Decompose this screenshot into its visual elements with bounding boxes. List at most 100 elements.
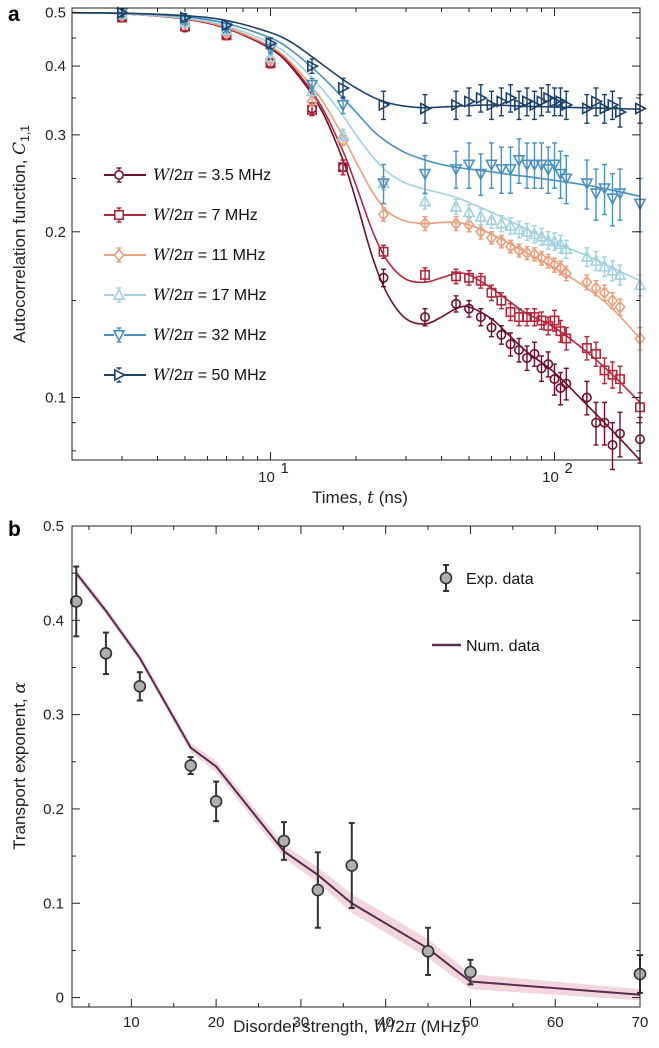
legend-marker-bg [114, 210, 124, 220]
data-marker [599, 417, 610, 428]
x-tick-exponent: 2 [565, 460, 573, 477]
xlabel-var: W [373, 1017, 392, 1037]
data-point [613, 188, 627, 201]
data-point [485, 212, 498, 226]
data-point [378, 98, 391, 112]
legend-label: Num. data [466, 638, 540, 655]
panel-a-letter: a [8, 3, 20, 26]
data-marker [504, 218, 517, 231]
data-marker [495, 234, 508, 249]
data-point [529, 348, 540, 359]
data-marker [311, 883, 325, 897]
data-marker [606, 293, 619, 308]
y-tick-label: 0.3 [43, 707, 64, 724]
exp-data-point [311, 851, 325, 929]
legend-label: W/2π = 50 MHz [153, 365, 267, 384]
data-point [549, 95, 562, 108]
data-point [520, 224, 534, 237]
data-marker [462, 205, 476, 218]
data-point [614, 374, 625, 385]
data-marker [464, 965, 477, 979]
data-point [485, 159, 498, 172]
data-marker [528, 227, 541, 240]
data-marker [606, 263, 619, 276]
data-point [581, 275, 593, 289]
data-marker [377, 207, 390, 222]
data-marker [475, 275, 486, 286]
data-marker [451, 298, 462, 309]
data-marker [180, 11, 193, 24]
data-marker [613, 188, 627, 201]
data-point [548, 159, 561, 172]
y-tick-label: 0.3 [45, 127, 66, 144]
data-point [512, 222, 526, 235]
data-point [474, 209, 488, 222]
y-tick-label: 0.4 [45, 58, 66, 75]
data-point [561, 98, 574, 112]
data-point [514, 98, 527, 112]
data-marker [486, 322, 497, 333]
data-marker [598, 183, 611, 196]
data-marker [543, 320, 554, 331]
panel-b-xlabel: Disorder strength, W/2π (MHz) [233, 1017, 467, 1037]
series-w211mhz [71, 8, 646, 351]
data-point [495, 164, 508, 177]
data-point [451, 271, 462, 282]
legend-item: W/2π = 32 MHz [104, 325, 267, 344]
data-point [462, 159, 476, 172]
data-marker [561, 378, 572, 389]
data-point [504, 239, 517, 254]
data-marker [378, 246, 389, 257]
data-point [307, 59, 320, 73]
data-point [450, 216, 462, 231]
data-point [463, 218, 475, 232]
data-point [543, 91, 556, 105]
data-point [560, 266, 572, 281]
data-point [548, 234, 561, 247]
data-marker [505, 339, 516, 350]
data-marker [535, 229, 548, 242]
data-point [475, 91, 488, 105]
data-marker [485, 212, 498, 226]
data-point [419, 216, 431, 231]
legend-label: W/2π = 32 MHz [153, 325, 267, 344]
data-point [221, 18, 234, 32]
data-point [378, 246, 389, 257]
data-point [561, 378, 572, 389]
data-point [541, 233, 555, 246]
xlabel-var: t [367, 488, 374, 508]
data-point [264, 50, 277, 63]
data-point [528, 227, 541, 240]
legend-label: Exp. data [466, 571, 534, 588]
y-tick-label: 0.5 [43, 518, 64, 535]
data-marker [496, 95, 509, 108]
data-point [607, 439, 618, 450]
data-point [521, 95, 535, 108]
ylabel-var: C [10, 142, 30, 155]
data-point [180, 11, 193, 24]
legend-pi: π [182, 365, 194, 384]
data-marker [504, 164, 517, 177]
legend-item: W/2π = 17 MHz [104, 285, 267, 304]
legend-pi: π [182, 205, 194, 224]
data-marker [307, 59, 320, 73]
data-marker [548, 234, 561, 247]
data-point [464, 95, 477, 108]
data-marker [549, 374, 560, 385]
data-marker [555, 95, 568, 108]
data-point [475, 225, 487, 239]
data-point [420, 312, 431, 323]
data-marker [449, 164, 463, 177]
data-marker [464, 303, 475, 314]
data-marker [485, 159, 498, 172]
xlabel-unit: (MHz) [416, 1017, 467, 1036]
data-marker [277, 834, 291, 848]
data-point [591, 348, 602, 359]
data-point [559, 173, 573, 186]
data-marker [464, 272, 475, 283]
legend-marker-bg [114, 290, 124, 300]
ylabel-sub: 1,1 [18, 125, 32, 142]
data-point [613, 267, 627, 280]
data-marker [548, 159, 561, 172]
x-tick-label: 60 [547, 1014, 564, 1031]
